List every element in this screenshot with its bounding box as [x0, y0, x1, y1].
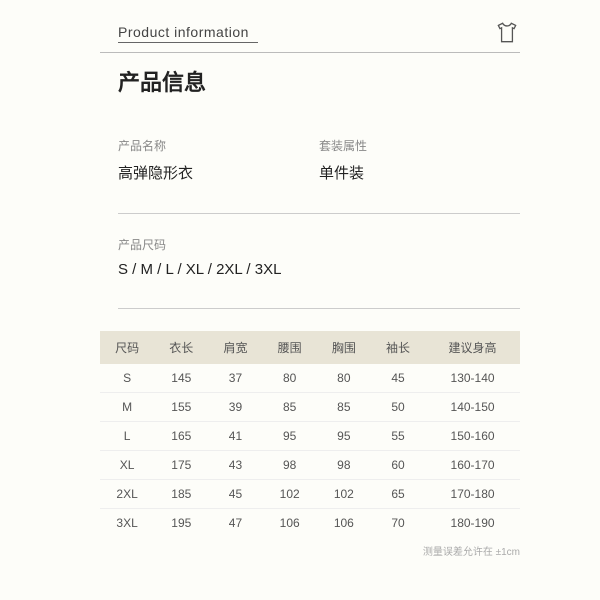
- tshirt-icon: [494, 20, 520, 46]
- table-cell: 165: [154, 422, 208, 451]
- spec-value: S / M / L / XL / 2XL / 3XL: [118, 261, 520, 278]
- table-cell: 170-180: [425, 480, 520, 509]
- table-cell: 50: [371, 393, 425, 422]
- table-cell: 180-190: [425, 509, 520, 538]
- spec-label: 产品尺码: [118, 236, 520, 253]
- table-row: XL17543989860160-170: [100, 451, 520, 480]
- table-col-header: 衣长: [154, 331, 208, 364]
- table-row: M15539858550140-150: [100, 393, 520, 422]
- table-cell: 98: [263, 451, 317, 480]
- divider-mid-2: [118, 308, 520, 309]
- table-cell: 2XL: [100, 480, 154, 509]
- table-row: 3XL1954710610670180-190: [100, 509, 520, 538]
- table-cell: 102: [263, 480, 317, 509]
- table-col-header: 袖长: [371, 331, 425, 364]
- table-cell: 55: [371, 422, 425, 451]
- table-cell: L: [100, 422, 154, 451]
- table-cell: 37: [208, 364, 262, 393]
- spec-item-sizes: 产品尺码 S / M / L / XL / 2XL / 3XL: [118, 236, 520, 278]
- divider-mid: [118, 213, 520, 214]
- table-cell: 140-150: [425, 393, 520, 422]
- spec-label: 套装属性: [319, 137, 520, 154]
- header-eng-label: Product information: [118, 24, 258, 40]
- table-cell: 3XL: [100, 509, 154, 538]
- table-cell: 145: [154, 364, 208, 393]
- table-cell: XL: [100, 451, 154, 480]
- table-cell: 106: [263, 509, 317, 538]
- table-col-header: 腰围: [263, 331, 317, 364]
- divider-top: [100, 52, 520, 53]
- table-cell: 155: [154, 393, 208, 422]
- table-cell: S: [100, 364, 154, 393]
- table-cell: 65: [371, 480, 425, 509]
- header-label-wrap: Product information: [118, 24, 258, 43]
- table-cell: 85: [263, 393, 317, 422]
- table-cell: 39: [208, 393, 262, 422]
- table-cell: 45: [208, 480, 262, 509]
- table-cell: 106: [317, 509, 371, 538]
- table-row: S14537808045130-140: [100, 364, 520, 393]
- table-cell: 95: [263, 422, 317, 451]
- table-cell: 98: [317, 451, 371, 480]
- spec-label: 产品名称: [118, 137, 319, 154]
- table-cell: 95: [317, 422, 371, 451]
- table-cell: 45: [371, 364, 425, 393]
- table-cell: 47: [208, 509, 262, 538]
- table-cell: 41: [208, 422, 262, 451]
- table-cell: 160-170: [425, 451, 520, 480]
- table-col-header: 建议身高: [425, 331, 520, 364]
- table-row: 2XL1854510210265170-180: [100, 480, 520, 509]
- table-cell: 80: [317, 364, 371, 393]
- table-cell: 60: [371, 451, 425, 480]
- header-underline: [118, 42, 258, 43]
- size-table-body: S14537808045130-140M15539858550140-150L1…: [100, 364, 520, 537]
- table-col-header: 胸围: [317, 331, 371, 364]
- table-row: L16541959555150-160: [100, 422, 520, 451]
- table-col-header: 尺码: [100, 331, 154, 364]
- header-row: Product information: [100, 20, 520, 46]
- table-cell: 130-140: [425, 364, 520, 393]
- spec-value: 单件装: [319, 162, 520, 183]
- table-cell: 185: [154, 480, 208, 509]
- size-table-head: 尺码衣长肩宽腰围胸围袖长建议身高: [100, 331, 520, 364]
- table-cell: 85: [317, 393, 371, 422]
- size-table: 尺码衣长肩宽腰围胸围袖长建议身高 S14537808045130-140M155…: [100, 331, 520, 537]
- spec-grid-2: 产品尺码 S / M / L / XL / 2XL / 3XL: [100, 236, 520, 306]
- table-cell: 175: [154, 451, 208, 480]
- spec-item-name: 产品名称 高弹隐形衣: [118, 137, 319, 183]
- page-title: 产品信息: [100, 65, 520, 97]
- table-cell: 195: [154, 509, 208, 538]
- table-cell: 102: [317, 480, 371, 509]
- table-col-header: 肩宽: [208, 331, 262, 364]
- table-head-row: 尺码衣长肩宽腰围胸围袖长建议身高: [100, 331, 520, 364]
- table-cell: 80: [263, 364, 317, 393]
- table-cell: 70: [371, 509, 425, 538]
- footnote: 测量误差允许在 ±1cm: [100, 543, 520, 558]
- table-cell: 150-160: [425, 422, 520, 451]
- spec-grid: 产品名称 高弹隐形衣 套装属性 单件装: [100, 137, 520, 211]
- spec-value: 高弹隐形衣: [118, 162, 319, 183]
- table-cell: 43: [208, 451, 262, 480]
- spec-item-pack: 套装属性 单件装: [319, 137, 520, 183]
- table-cell: M: [100, 393, 154, 422]
